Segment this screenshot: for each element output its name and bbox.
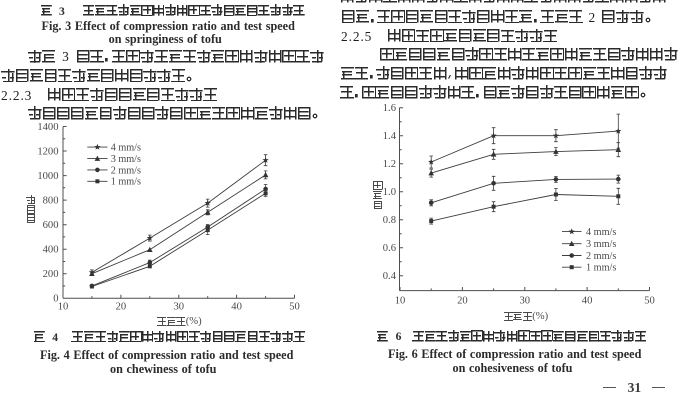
svg-text:200: 200 (43, 269, 59, 280)
svg-text:0.8: 0.8 (383, 215, 396, 226)
svg-text:40: 40 (582, 296, 593, 307)
svg-text:30: 30 (174, 301, 185, 312)
svg-text:800: 800 (43, 196, 59, 207)
svg-text:4 mm/s: 4 mm/s (111, 143, 141, 154)
svg-text:1200: 1200 (37, 146, 58, 157)
svg-text:1.2: 1.2 (383, 159, 396, 170)
svg-text:50: 50 (289, 301, 300, 312)
svg-text:400: 400 (43, 245, 59, 256)
svg-text:1.0: 1.0 (383, 187, 396, 198)
svg-text:40: 40 (231, 301, 242, 312)
svg-text:1000: 1000 (37, 171, 58, 182)
svg-text:1 mm/s: 1 mm/s (586, 263, 616, 274)
svg-text:2 mm/s: 2 mm/s (586, 251, 616, 262)
svg-text:30: 30 (520, 296, 531, 307)
svg-text:600: 600 (43, 220, 59, 231)
svg-text:1 mm/s: 1 mm/s (111, 177, 141, 188)
svg-text:10: 10 (395, 296, 406, 307)
svg-text:20: 20 (457, 296, 468, 307)
svg-text:1400: 1400 (37, 122, 58, 133)
svg-text:0.4: 0.4 (383, 271, 397, 282)
svg-text:0: 0 (53, 294, 58, 305)
svg-text:20: 20 (116, 301, 127, 312)
svg-text:1.6: 1.6 (383, 103, 396, 114)
svg-text:2 mm/s: 2 mm/s (111, 165, 141, 176)
svg-text:10: 10 (58, 301, 69, 312)
svg-text:4 mm/s: 4 mm/s (586, 227, 616, 238)
svg-text:3 mm/s: 3 mm/s (586, 239, 616, 250)
svg-text:0.6: 0.6 (383, 243, 396, 254)
svg-text:1.4: 1.4 (383, 131, 397, 142)
svg-text:3 mm/s: 3 mm/s (111, 154, 141, 165)
svg-text:50: 50 (644, 296, 655, 307)
